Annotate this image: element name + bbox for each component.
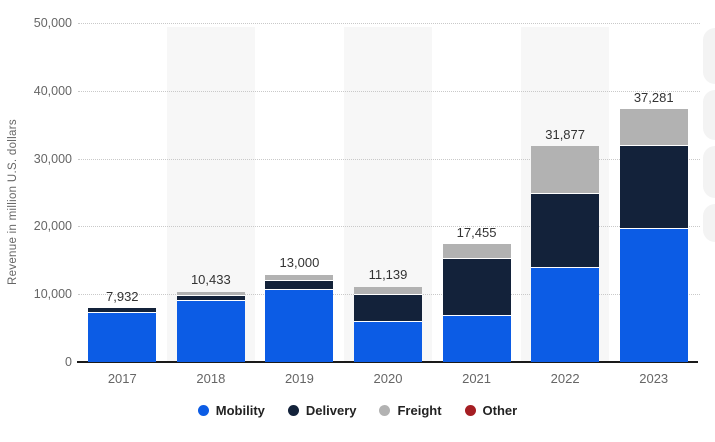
bar-segment-delivery-2023[interactable] <box>619 144 688 228</box>
bar-segment-mobility-2017[interactable] <box>88 312 157 362</box>
bar-segment-delivery-2020[interactable] <box>354 294 422 321</box>
bar-segment-mobility-2019[interactable] <box>265 289 334 362</box>
right-edge-decoration <box>703 146 715 198</box>
y-axis-tick-label: 30,000 <box>33 151 72 166</box>
x-axis-label: 2018 <box>196 371 226 386</box>
legend-item-mobility[interactable]: Mobility <box>197 403 265 418</box>
y-axis-tick-label: 10,000 <box>33 287 72 302</box>
gridline <box>78 90 700 92</box>
x-axis-label: 2023 <box>639 371 669 386</box>
x-axis-label: 2021 <box>462 371 492 386</box>
x-axis-label: 2019 <box>284 371 314 386</box>
bar-total-label: 11,139 <box>368 267 408 283</box>
y-axis-tick-label: 20,000 <box>33 219 72 234</box>
bar-total-label: 10,433 <box>190 272 231 288</box>
bar-segment-freight-2022[interactable] <box>531 145 600 193</box>
bar-total-label: 7,932 <box>106 289 139 305</box>
bar-segment-mobility-2018[interactable] <box>176 299 245 362</box>
right-edge-decoration <box>703 90 715 140</box>
bar-segment-mobility-2021[interactable] <box>442 314 511 362</box>
x-axis-label: 2022 <box>550 371 580 386</box>
bar-segment-delivery-2021[interactable] <box>442 258 511 315</box>
bar-segment-delivery-2017[interactable] <box>88 308 157 313</box>
legend-dot-delivery-icon <box>287 405 299 416</box>
bar-segment-mobility-2022[interactable] <box>531 266 600 362</box>
legend-label: Freight <box>397 403 442 418</box>
x-axis-line <box>77 361 698 363</box>
y-axis-tick-label: 0 <box>65 355 72 369</box>
legend-label: Other <box>482 403 518 418</box>
legend: Mobility Delivery Freight Other <box>0 403 715 418</box>
right-edge-decoration <box>703 28 715 84</box>
bar-segment-freight-2018[interactable] <box>176 292 245 295</box>
legend-label: Delivery <box>305 403 357 418</box>
gridline <box>78 226 700 228</box>
gridline <box>78 23 700 24</box>
legend-item-delivery[interactable]: Delivery <box>287 403 357 418</box>
legend-label: Mobility <box>215 403 265 418</box>
bar-segment-mobility-2020[interactable] <box>354 320 422 362</box>
y-axis-tick-label: 40,000 <box>33 83 72 98</box>
right-edge-decoration <box>703 204 715 242</box>
x-axis-label: 2017 <box>107 371 137 386</box>
bar-segment-delivery-2022[interactable] <box>531 192 600 267</box>
bar-segment-freight-2023[interactable] <box>619 109 688 145</box>
x-axis-label: 2020 <box>373 371 403 386</box>
bar-segment-mobility-2023[interactable] <box>619 227 688 362</box>
bar-total-label: 17,455 <box>456 224 497 240</box>
legend-item-other[interactable]: Other <box>464 403 518 418</box>
bar-segment-freight-2020[interactable] <box>354 287 422 295</box>
legend-dot-other-icon <box>464 405 476 416</box>
legend-item-freight[interactable]: Freight <box>379 403 442 418</box>
y-axis-tick-label: 50,000 <box>33 16 72 30</box>
gridline <box>78 158 700 160</box>
bar-segment-freight-2019[interactable] <box>265 275 334 281</box>
bar-segment-delivery-2019[interactable] <box>265 280 334 290</box>
bar-segment-delivery-2018[interactable] <box>176 294 245 300</box>
bar-segment-freight-2021[interactable] <box>442 243 511 259</box>
bar-total-label: 37,281 <box>633 90 674 106</box>
legend-dot-freight-icon <box>379 405 391 416</box>
bar-total-label: 13,000 <box>279 254 320 270</box>
legend-dot-mobility-icon <box>197 405 209 416</box>
bar-total-label: 31,877 <box>545 126 585 142</box>
